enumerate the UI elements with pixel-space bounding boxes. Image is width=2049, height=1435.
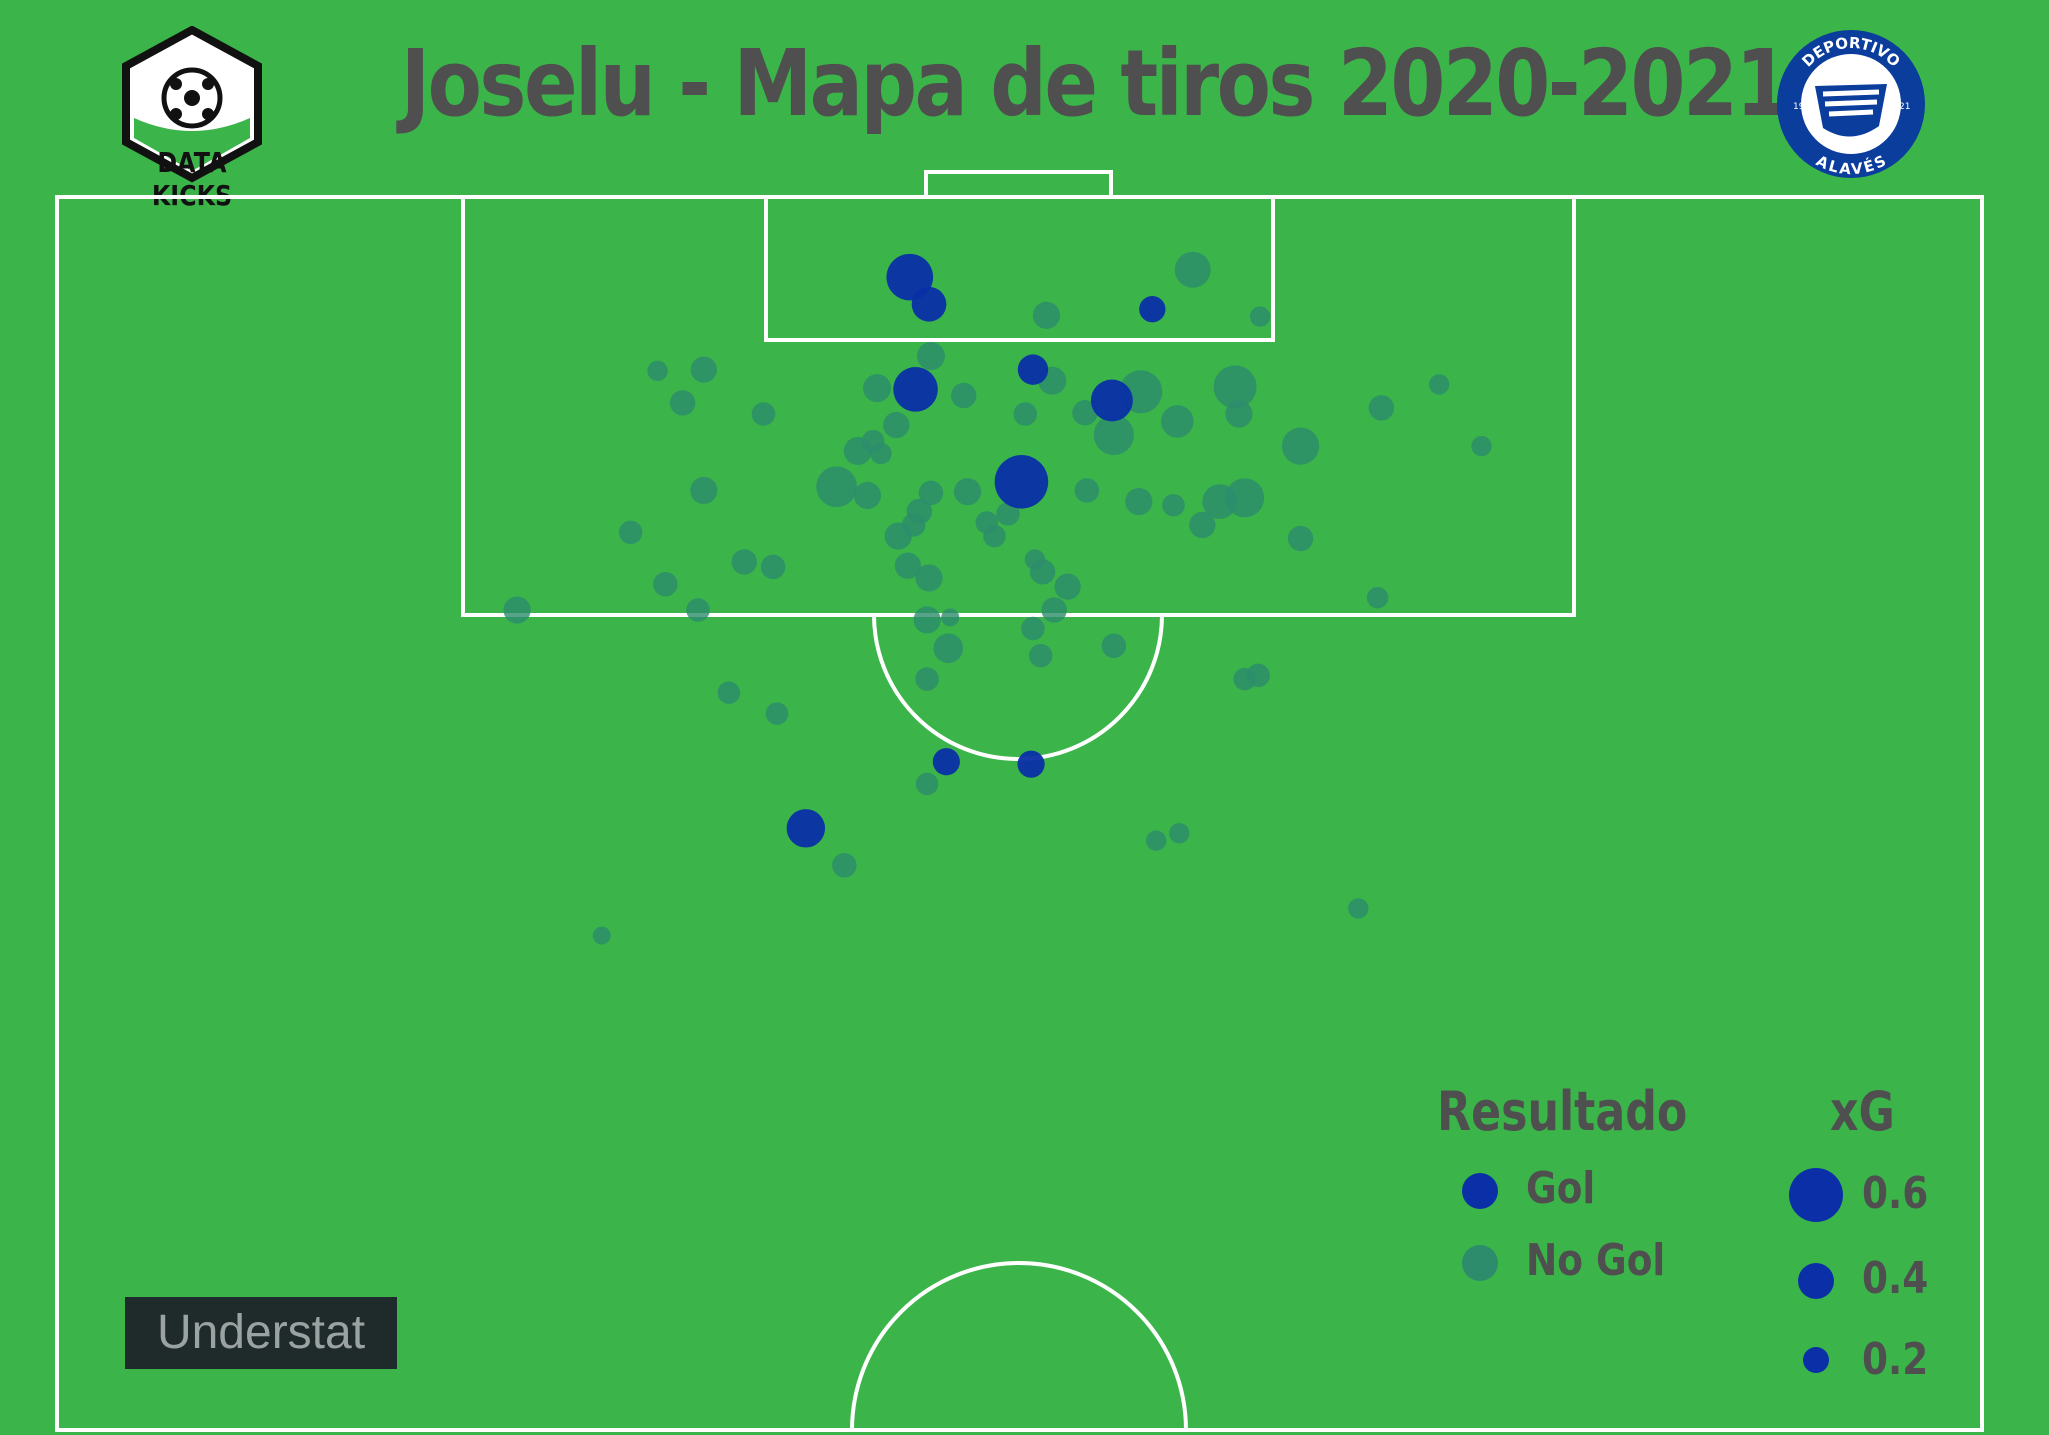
shot-no-goal-marker-49 <box>915 564 943 592</box>
source-label: Understat <box>125 1297 397 1369</box>
legend-xg-title: xG <box>1830 1080 1895 1143</box>
shot-no-goal-marker-28 <box>853 481 882 509</box>
shot-no-goal-marker-60 <box>1101 633 1127 659</box>
shot-no-goal-marker-30 <box>953 478 982 506</box>
shot-no-goal-marker-69 <box>1169 823 1190 844</box>
legend-xg-04-marker <box>1798 1263 1834 1299</box>
shot-no-goal-marker-27 <box>690 476 718 505</box>
shot-no-goal-marker-72 <box>1348 898 1369 919</box>
brand-logo-icon <box>122 26 262 183</box>
shot-no-goal-marker-59 <box>1021 616 1045 641</box>
shot-no-goal-marker-63 <box>915 667 939 691</box>
shot-no-goal-marker-52 <box>1054 573 1081 600</box>
shot-goal-marker-3 <box>1017 354 1049 385</box>
center-circle <box>850 1261 1188 1431</box>
shot-no-goal-marker-65 <box>1233 667 1257 691</box>
shot-goal-marker-8 <box>1017 750 1045 778</box>
shot-no-goal-marker-24 <box>1471 435 1492 457</box>
crest-year-left: 19 <box>1793 102 1805 112</box>
shot-no-goal-marker-14 <box>751 402 776 426</box>
shot-no-goal-marker-20 <box>1093 414 1134 456</box>
penalty-arc <box>872 614 1164 761</box>
shot-no-goal-marker-50 <box>1029 559 1056 585</box>
shot-no-goal-marker-29 <box>918 480 944 506</box>
shot-no-goal-marker-32 <box>1125 487 1153 516</box>
shot-goal-marker-4 <box>893 367 938 412</box>
shot-no-goal-marker-11 <box>669 390 696 416</box>
shot-no-goal-marker-19 <box>883 411 910 439</box>
shot-goal-marker-5 <box>1090 379 1133 422</box>
shot-goal-marker-1 <box>911 286 947 322</box>
shot-no-goal-marker-0 <box>1174 251 1211 288</box>
shot-no-goal-marker-67 <box>765 702 789 725</box>
shot-no-goal-marker-39 <box>996 502 1020 526</box>
legend-xg-06-label: 0.6 <box>1862 1168 1929 1219</box>
shot-no-goal-marker-4 <box>690 356 717 383</box>
shot-no-goal-marker-1 <box>1032 301 1061 329</box>
shot-no-goal-marker-54 <box>686 598 710 622</box>
shot-no-goal-marker-25 <box>1281 427 1320 465</box>
legend-xg-06-marker <box>1789 1168 1843 1222</box>
shot-no-goal-marker-45 <box>731 549 757 575</box>
shot-no-goal-marker-41 <box>618 520 643 545</box>
shot-no-goal-marker-55 <box>1041 597 1067 623</box>
shot-no-goal-marker-12 <box>1368 395 1395 421</box>
goal <box>924 170 1113 199</box>
shot-no-goal-marker-62 <box>1028 643 1053 668</box>
shot-goal-marker-6 <box>994 455 1049 509</box>
shot-no-goal-marker-9 <box>863 374 892 403</box>
shot-no-goal-marker-68 <box>915 772 939 796</box>
shot-no-goal-marker-15 <box>1013 402 1038 426</box>
legend-result-title: Resultado <box>1437 1080 1688 1143</box>
shot-no-goal-marker-31 <box>1074 478 1100 503</box>
shot-no-goal-marker-42 <box>884 522 912 550</box>
legend-gol-marker <box>1462 1173 1498 1209</box>
shot-no-goal-marker-56 <box>1366 586 1389 609</box>
pitch-outline <box>55 195 1984 1432</box>
shot-no-goal-marker-2 <box>1249 306 1271 327</box>
shot-no-goal-marker-10 <box>950 382 977 409</box>
shot-no-goal-marker-17 <box>1225 400 1253 428</box>
shot-no-goal-marker-58 <box>941 608 960 627</box>
shot-no-goal-marker-66 <box>717 681 741 704</box>
shot-no-goal-marker-70 <box>1145 830 1167 851</box>
shot-no-goal-marker-33 <box>1162 493 1185 517</box>
chart-title: Joselu - Mapa de tiros 2020-2021 <box>400 30 1791 137</box>
shot-goal-marker-2 <box>1139 296 1166 323</box>
legend-no-gol-label: No Gol <box>1526 1235 1666 1286</box>
legend-gol-label: Gol <box>1526 1163 1596 1214</box>
shot-markers <box>503 251 1492 945</box>
shot-no-goal-marker-47 <box>760 554 786 580</box>
shot-no-goal-marker-35 <box>1225 478 1265 518</box>
shot-no-goal-marker-44 <box>1287 525 1314 552</box>
shot-no-goal-marker-40 <box>1189 511 1216 539</box>
legend-no-gol-marker <box>1462 1245 1498 1281</box>
shot-no-goal-marker-57 <box>913 606 941 634</box>
legend-xg-02-label: 0.2 <box>1862 1334 1929 1385</box>
shot-no-goal-marker-16 <box>1072 400 1098 426</box>
shot-no-goal-marker-13 <box>1428 374 1450 395</box>
alaves-crest-icon: DEPORTIVO ALAVÉS 19 21 <box>1777 30 1925 178</box>
shot-no-goal-marker-3 <box>916 342 945 371</box>
shot-no-goal-marker-43 <box>983 524 1006 548</box>
shot-no-goal-marker-18 <box>1161 405 1194 438</box>
shot-no-goal-marker-51 <box>653 571 678 597</box>
crest-year-right: 21 <box>1899 102 1910 112</box>
legend-xg-02-marker <box>1803 1347 1829 1373</box>
shot-no-goal-marker-61 <box>933 633 964 664</box>
legend-xg-04-label: 0.4 <box>1862 1253 1929 1304</box>
shot-no-goal-marker-8 <box>1213 365 1257 409</box>
shot-no-goal-marker-5 <box>647 360 668 382</box>
shot-no-goal-marker-71 <box>832 853 857 878</box>
shot-no-goal-marker-22 <box>843 436 872 466</box>
shot-goal-marker-7 <box>932 748 960 776</box>
shot-no-goal-marker-23 <box>870 442 892 465</box>
shot-goal-marker-9 <box>786 809 826 848</box>
shot-no-goal-marker-73 <box>592 926 611 945</box>
shot-no-goal-marker-26 <box>816 466 858 508</box>
shot-no-goal-marker-53 <box>503 596 531 624</box>
shot-no-goal-marker-46 <box>894 552 922 579</box>
